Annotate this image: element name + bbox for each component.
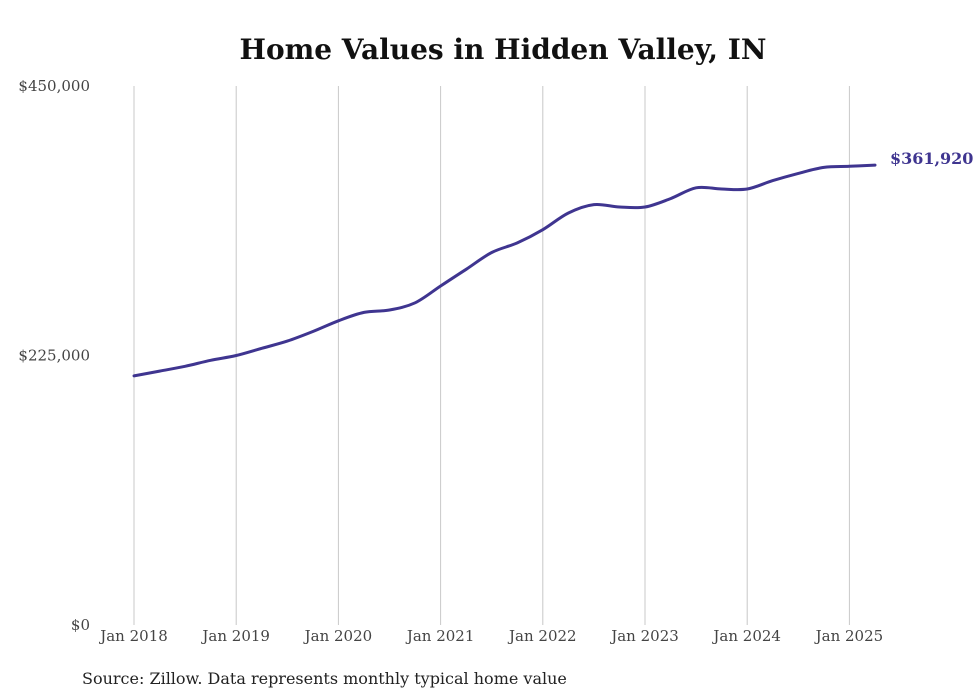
x-tick-label: Jan 2023 xyxy=(609,627,679,645)
x-tick-label: Jan 2025 xyxy=(814,627,884,645)
y-tick-label: $0 xyxy=(71,616,90,634)
chart-title: Home Values in Hidden Valley, IN xyxy=(239,33,766,66)
source-note: Source: Zillow. Data represents monthly … xyxy=(82,669,567,688)
y-axis-ticks: $0 $225,000 $450,000 xyxy=(18,77,90,634)
end-value-label: $361,920 xyxy=(890,149,974,168)
x-tick-label: Jan 2019 xyxy=(200,627,270,645)
x-tick-label: Jan 2021 xyxy=(405,627,475,645)
x-tick-label: Jan 2020 xyxy=(303,627,373,645)
x-tick-label: Jan 2018 xyxy=(98,627,168,645)
y-tick-label: $225,000 xyxy=(18,347,90,365)
x-axis-ticks: Jan 2018 Jan 2019 Jan 2020 Jan 2021 Jan 2022… xyxy=(98,627,883,645)
y-tick-label: $450,000 xyxy=(18,77,90,95)
series-layer: $361,920 xyxy=(132,149,974,378)
x-tick-label: Jan 2024 xyxy=(711,627,781,645)
series-line xyxy=(132,163,877,378)
grid-layer xyxy=(133,86,850,625)
x-tick-label: Jan 2022 xyxy=(507,627,577,645)
